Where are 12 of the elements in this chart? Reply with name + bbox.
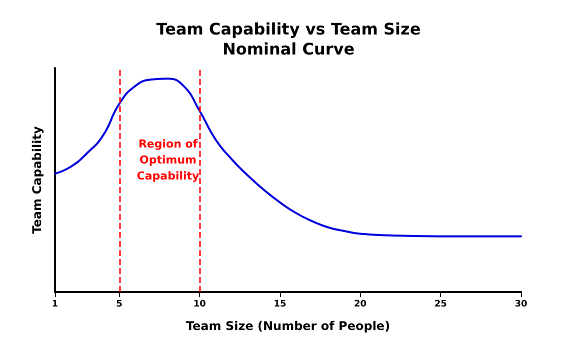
y-axis-title: Team Capability — [30, 126, 44, 234]
chart-subtitle: Nominal Curve — [222, 40, 355, 58]
x-tick-label: 20 — [354, 300, 367, 310]
x-tick-label: 1 — [52, 300, 58, 310]
annotation: Region of Optimum Capability — [136, 138, 200, 182]
chart-title: Team Capability vs Team Size — [156, 20, 421, 38]
x-tick-label: 30 — [514, 300, 528, 310]
x-tick-label: 5 — [116, 300, 122, 310]
x-tick-label: 15 — [274, 300, 286, 310]
x-axis-title: Team Size (Number of People) — [186, 319, 390, 333]
x-tick-label: 10 — [193, 300, 206, 310]
x-tick-label: 25 — [434, 300, 447, 310]
